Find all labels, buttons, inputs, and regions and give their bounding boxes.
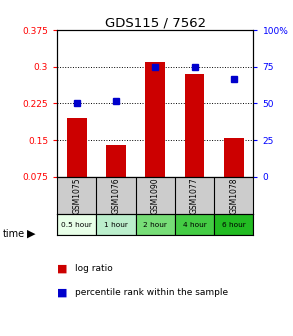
Bar xyxy=(175,214,214,235)
Text: GSM1090: GSM1090 xyxy=(151,177,160,214)
Text: percentile rank within the sample: percentile rank within the sample xyxy=(75,288,228,297)
Bar xyxy=(106,145,126,177)
Text: 2 hour: 2 hour xyxy=(143,221,167,227)
Text: time: time xyxy=(3,228,25,239)
Text: GSM1075: GSM1075 xyxy=(72,177,81,214)
Text: log ratio: log ratio xyxy=(75,264,113,273)
Text: ■: ■ xyxy=(57,287,68,297)
Text: 6 hour: 6 hour xyxy=(222,221,246,227)
Text: 4 hour: 4 hour xyxy=(183,221,207,227)
Title: GDS115 / 7562: GDS115 / 7562 xyxy=(105,16,206,29)
Text: ■: ■ xyxy=(57,264,68,274)
Text: GSM1076: GSM1076 xyxy=(112,177,120,214)
Text: ▶: ▶ xyxy=(26,228,35,239)
Text: 1 hour: 1 hour xyxy=(104,221,128,227)
Bar xyxy=(185,74,205,177)
Text: GSM1077: GSM1077 xyxy=(190,177,199,214)
Bar xyxy=(57,214,96,235)
Text: 0.5 hour: 0.5 hour xyxy=(61,221,92,227)
Bar xyxy=(146,62,165,177)
Text: GSM1078: GSM1078 xyxy=(229,177,238,213)
Bar xyxy=(224,138,244,177)
Bar xyxy=(214,214,253,235)
Bar xyxy=(136,214,175,235)
Bar xyxy=(96,214,136,235)
Bar xyxy=(67,118,87,177)
